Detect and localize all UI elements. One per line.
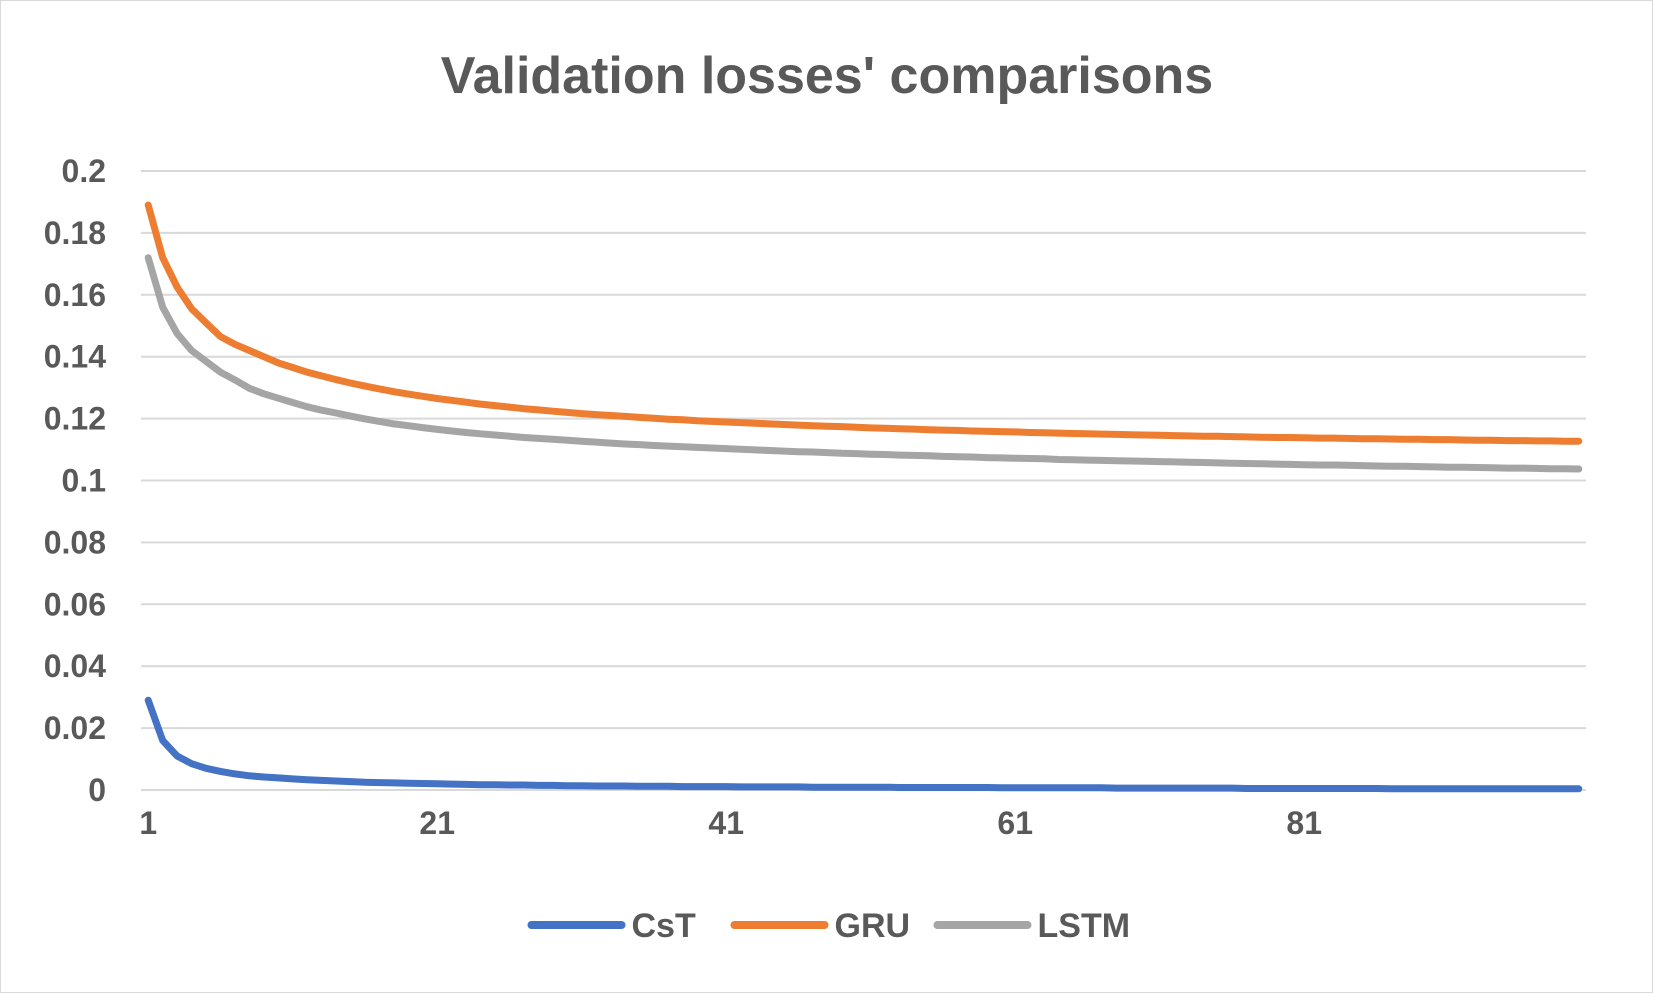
y-tick-label: 0.16: [44, 277, 106, 313]
series-lines: [144, 201, 1583, 793]
series-line-lstm: [144, 254, 1583, 473]
legend-label-gru: GRU: [835, 907, 911, 945]
series-line-cst: [144, 696, 1583, 793]
x-tick-label: 1: [139, 805, 157, 841]
x-tick-label: 41: [708, 805, 744, 841]
grid: [141, 170, 1586, 791]
x-axis-ticks: 1 21 41 61 81: [139, 805, 1322, 841]
y-tick-label: 0.02: [44, 710, 106, 746]
legend-label-lstm: LSTM: [1038, 907, 1131, 945]
x-tick-label: 21: [419, 805, 455, 841]
y-tick-label: 0.18: [44, 215, 106, 251]
x-tick-label: 81: [1286, 805, 1322, 841]
y-tick-label: 0: [88, 772, 106, 808]
y-tick-label: 0.14: [44, 339, 106, 375]
legend-label-cst: CsT: [632, 907, 696, 945]
y-tick-label: 0.2: [62, 153, 106, 189]
y-tick-label: 0.08: [44, 524, 106, 560]
y-tick-label: 0.12: [44, 401, 106, 437]
y-tick-label: 0.04: [44, 648, 106, 684]
series-line-gru: [144, 201, 1583, 445]
x-tick-label: 61: [997, 805, 1033, 841]
legend: CsT GRU LSTM: [527, 907, 1131, 945]
y-tick-label: 0.06: [44, 586, 106, 622]
y-tick-label: 0.1: [62, 463, 106, 499]
y-axis-ticks: 0 0.02 0.04 0.06 0.08 0.1 0.12 0.14 0.16 0.18 0.2: [44, 153, 106, 808]
chart-title: Validation losses' comparisons: [441, 47, 1213, 105]
